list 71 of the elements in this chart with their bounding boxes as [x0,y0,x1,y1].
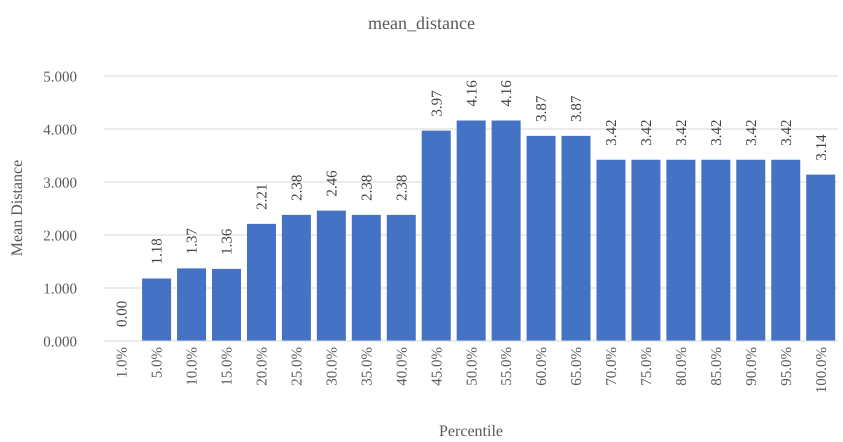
x-tick-label: 60.0% [534,347,550,386]
x-tick-label: 90.0% [744,347,760,386]
data-label: 1.36 [220,228,236,255]
y-tick-label: 2.000 [43,228,77,244]
bar [492,120,521,341]
data-label: 3.14 [814,134,830,161]
data-label: 2.38 [289,174,306,201]
data-label: 3.42 [674,119,690,146]
data-label: 2.38 [394,174,410,201]
x-tick-label: 85.0% [708,347,725,386]
data-label: 3.42 [604,119,620,146]
x-tick-label: 100.0% [814,347,830,394]
x-tick-label: 20.0% [254,347,271,386]
bar [422,130,451,341]
bar [631,160,660,341]
x-tick-label: 70.0% [604,347,620,386]
bar [212,268,242,341]
x-tick-label: 95.0% [778,347,795,386]
x-tick-label: 1.0% [114,347,131,378]
data-label: 3.42 [708,119,725,146]
chart-title: mean_distance [367,12,476,34]
data-label: 0.00 [114,300,131,327]
x-tick-label: 35.0% [359,347,376,386]
y-tick-label: 0.000 [43,334,77,350]
data-label: 3.42 [744,119,760,146]
x-tick-label: 40.0% [394,347,410,386]
bar [806,174,836,341]
x-tick-label: 10.0% [184,347,201,386]
bar [666,160,696,341]
data-label: 4.16 [464,80,480,107]
x-tick-label: 15.0% [220,347,236,386]
x-tick-label: 30.0% [324,347,340,386]
y-tick-label: 4.000 [43,122,77,138]
data-label: 3.42 [639,119,656,146]
y-tick-label: 1.000 [43,281,77,298]
data-label: 4.16 [499,80,516,107]
bar [456,120,486,341]
y-tick-label: 5.000 [43,69,77,86]
bar [246,224,276,341]
data-label: 1.18 [150,238,166,264]
bar [142,278,172,341]
bar [596,160,626,341]
y-tick-label: 3.000 [43,175,77,192]
data-label: 2.38 [359,174,376,201]
data-label: 2.21 [254,184,271,210]
x-tick-label: 55.0% [499,347,516,386]
data-label: 3.97 [429,90,446,117]
bar [701,160,730,341]
x-tick-label: 80.0% [674,347,690,386]
data-label: 1.37 [184,228,201,254]
x-tick-label: 5.0% [150,347,166,378]
data-label: 3.87 [534,95,550,122]
x-tick-label: 75.0% [639,347,656,386]
bar [177,268,206,341]
bar [562,136,591,341]
data-label: 3.87 [569,95,586,122]
bar [352,214,381,341]
bar [526,136,556,341]
x-tick-label: 50.0% [464,347,480,386]
bar [386,214,416,341]
x-axis-title: Percentile [438,422,504,442]
bar [316,210,346,341]
bar [771,160,800,341]
x-tick-label: 45.0% [429,347,446,386]
x-tick-label: 65.0% [569,347,586,386]
data-label: 3.42 [778,119,795,146]
bar [736,160,766,341]
bar [282,214,311,341]
x-tick-label: 25.0% [289,347,306,386]
y-axis-title: Mean Distance [8,158,27,258]
data-label: 2.46 [324,170,340,197]
